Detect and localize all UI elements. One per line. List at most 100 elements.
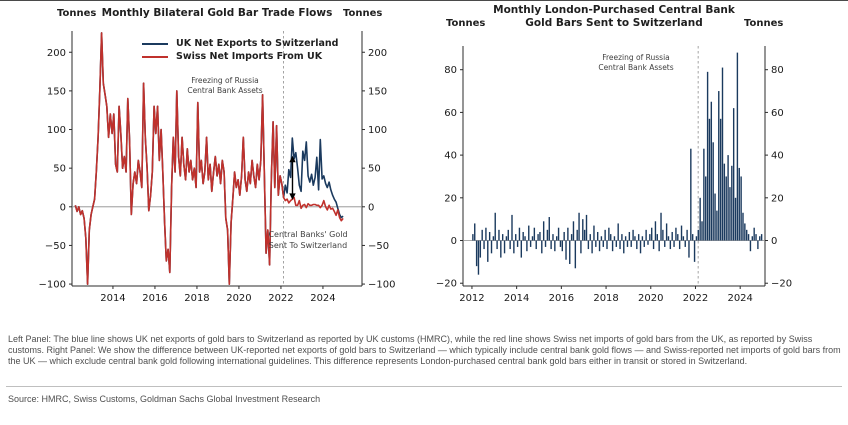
difference-bar xyxy=(645,229,647,241)
difference-bar xyxy=(503,240,506,254)
difference-arrow-head-top xyxy=(289,155,296,163)
right-chart-x-tick-label: 2016 xyxy=(549,293,574,304)
difference-bar xyxy=(596,231,599,241)
difference-bar xyxy=(749,240,752,252)
right-chart-y-tick-label: 0 xyxy=(451,236,457,247)
difference-bar xyxy=(483,240,485,250)
difference-bar xyxy=(574,240,577,269)
left-chart-y-tick-label: 150 xyxy=(368,86,387,97)
difference-bar xyxy=(520,240,523,258)
right-chart-y-tick-label: 20 xyxy=(771,193,784,204)
difference-bar xyxy=(623,240,625,254)
difference-bar xyxy=(488,231,491,241)
difference-bar xyxy=(680,225,683,241)
difference-bar xyxy=(690,148,692,241)
right-chart-y-tick-label: 40 xyxy=(444,151,457,162)
difference-bar xyxy=(760,234,763,241)
difference-bar xyxy=(569,240,571,265)
difference-bar xyxy=(742,212,744,241)
difference-bar xyxy=(721,67,724,241)
difference-bar xyxy=(729,187,731,241)
difference-bar xyxy=(701,221,703,241)
left-chart-title: Monthly Bilateral Gold Bar Trade Flows xyxy=(101,7,333,19)
difference-bar xyxy=(734,197,737,241)
difference-bar xyxy=(695,236,698,241)
difference-bar xyxy=(585,214,588,241)
difference-bar xyxy=(492,236,495,241)
difference-bar xyxy=(647,240,649,245)
difference-bar xyxy=(615,240,618,247)
difference-bar xyxy=(736,52,739,241)
difference-bar xyxy=(604,229,606,241)
right-chart-y-tick-label: 60 xyxy=(771,108,784,119)
difference-bar xyxy=(542,221,545,241)
right-chart-y-tick-label: 80 xyxy=(444,65,457,76)
left-chart-y-tick-label: −50 xyxy=(368,241,389,252)
right-chart-title: Monthly London-Purchased Central Bank Go… xyxy=(484,4,744,29)
difference-bar xyxy=(759,236,761,241)
left-chart-y-tick-label: 0 xyxy=(368,202,374,213)
difference-bar xyxy=(712,142,714,241)
difference-bar xyxy=(677,234,679,241)
right-chart-y-tick-label: 80 xyxy=(771,65,784,76)
difference-bar xyxy=(746,229,748,241)
difference-bar xyxy=(649,234,651,241)
difference-bar xyxy=(595,240,597,247)
left-chart-x-tick-label: 2024 xyxy=(310,293,335,304)
difference-bar xyxy=(678,240,681,250)
difference-bar xyxy=(479,240,482,258)
left-freeze-annotation-line2: Central Bank Assets xyxy=(187,86,263,95)
difference-bar xyxy=(587,240,590,250)
difference-bar xyxy=(561,240,563,252)
footer-source: Source: HMRC, Swiss Customs, Goldman Sac… xyxy=(8,394,321,404)
difference-bar xyxy=(662,229,664,241)
left-chart-x-tick-label: 2016 xyxy=(142,293,167,304)
difference-bar xyxy=(671,231,673,241)
difference-bar xyxy=(600,236,603,241)
difference-bar xyxy=(477,240,480,275)
right-chart-title-line2: Gold Bars Sent to Switzerland xyxy=(525,16,703,29)
right-chart-unit-left: Tonnes xyxy=(446,18,486,29)
difference-bar xyxy=(509,240,511,250)
uk-line-swatch xyxy=(142,42,168,45)
difference-bar xyxy=(641,236,644,241)
difference-bar xyxy=(472,234,474,241)
difference-bar xyxy=(541,240,543,254)
difference-bar xyxy=(498,229,500,241)
difference-bar xyxy=(675,227,677,241)
difference-bar xyxy=(673,240,675,247)
difference-bar xyxy=(518,227,521,241)
difference-bar xyxy=(487,240,489,262)
difference-bar xyxy=(639,240,642,254)
difference-bar xyxy=(654,221,657,241)
difference-bar xyxy=(531,236,534,241)
difference-bar xyxy=(544,240,547,247)
right-chart-y-tick-label: −20 xyxy=(436,279,457,290)
difference-bar xyxy=(751,236,753,241)
difference-bar xyxy=(610,234,612,241)
difference-bar xyxy=(533,227,536,241)
difference-bar xyxy=(539,231,541,241)
difference-bar xyxy=(490,240,493,254)
difference-bar xyxy=(725,176,727,241)
difference-bar xyxy=(732,108,735,241)
legend: UK Net Exports to Switzerland Swiss Net … xyxy=(142,37,338,63)
difference-bar xyxy=(481,229,483,241)
difference-bar xyxy=(576,229,578,241)
difference-bar xyxy=(557,227,560,241)
difference-bar xyxy=(643,240,645,247)
left-chart-y-tick-label: 200 xyxy=(368,48,387,59)
difference-bar xyxy=(691,234,694,241)
difference-bar xyxy=(617,223,619,241)
difference-bar xyxy=(688,240,690,258)
difference-bar xyxy=(556,236,558,241)
difference-bar xyxy=(548,217,550,241)
right-chart-y-tick-label: 20 xyxy=(444,193,457,204)
difference-bar xyxy=(570,234,573,241)
difference-bar xyxy=(516,240,519,247)
right-chart-x-tick-label: 2020 xyxy=(638,293,663,304)
difference-bar xyxy=(578,212,580,241)
left-chart-y-tick-label: 50 xyxy=(53,164,66,175)
difference-bar xyxy=(524,236,526,241)
difference-bar xyxy=(513,240,515,254)
